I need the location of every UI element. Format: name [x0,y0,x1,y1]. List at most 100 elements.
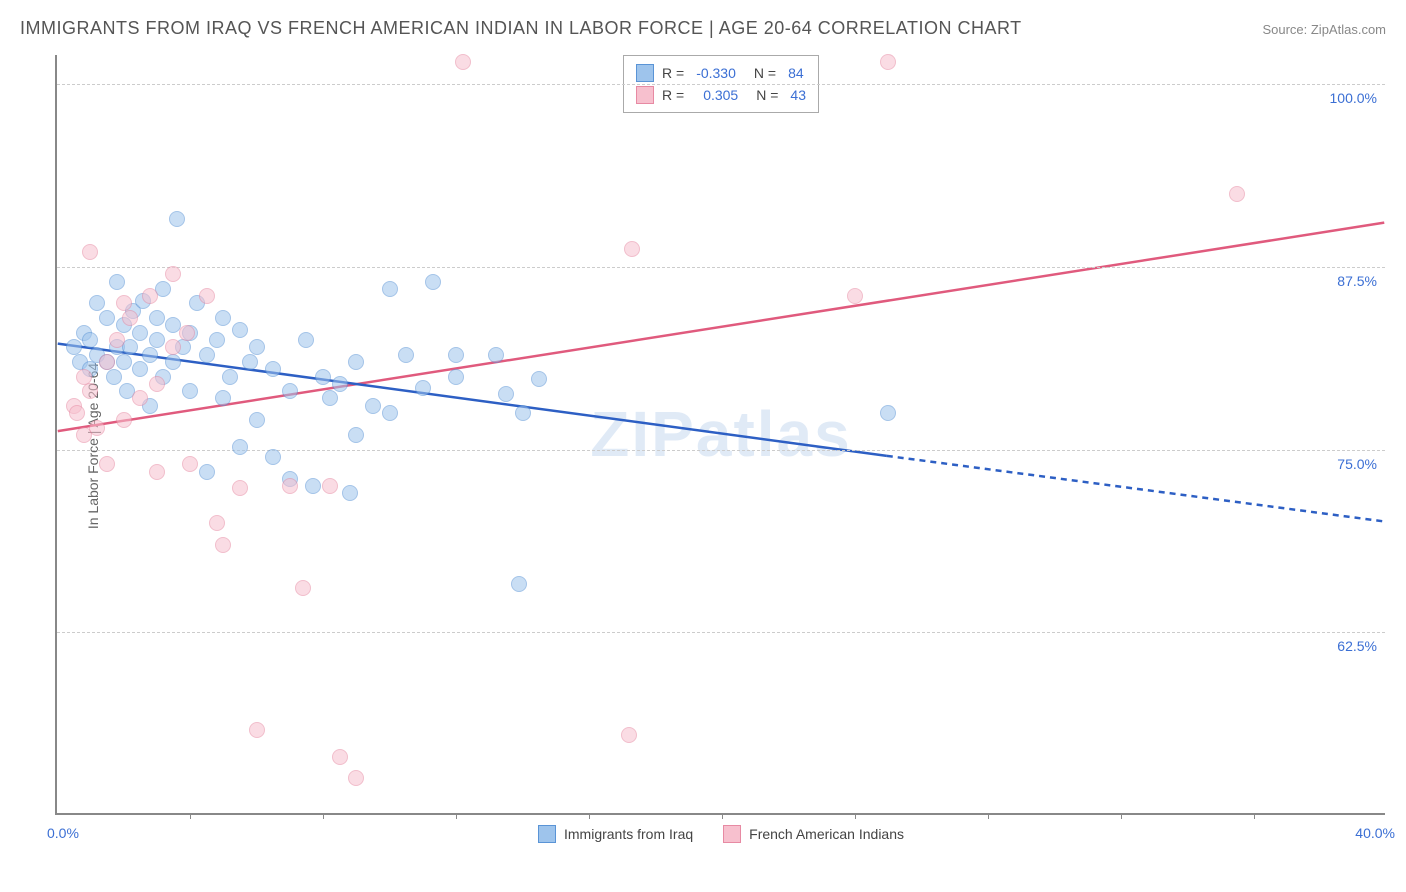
scatter-point [66,339,82,355]
scatter-point [89,295,105,311]
scatter-point [332,749,348,765]
scatter-point [621,727,637,743]
scatter-point [295,580,311,596]
scatter-point [149,310,165,326]
y-tick-label: 75.0% [1337,456,1377,472]
scatter-point [880,405,896,421]
scatter-point [348,770,364,786]
scatter-point [169,211,185,227]
scatter-point [122,310,138,326]
series-legend: Immigrants from Iraq French American Ind… [538,825,904,843]
scatter-point [82,383,98,399]
scatter-point [99,456,115,472]
scatter-point [109,332,125,348]
legend-item-blue: Immigrants from Iraq [538,825,693,843]
scatter-point [348,427,364,443]
scatter-point [332,376,348,392]
scatter-point [89,420,105,436]
scatter-point [142,347,158,363]
scatter-point [149,464,165,480]
x-axis-max-label: 40.0% [1355,825,1395,841]
scatter-point [515,405,531,421]
scatter-point [116,354,132,370]
scatter-point [498,386,514,402]
legend-n-value: 43 [790,87,806,103]
chart-title: IMMIGRANTS FROM IRAQ VS FRENCH AMERICAN … [20,18,1022,39]
scatter-point [99,310,115,326]
scatter-point [209,332,225,348]
scatter-point [847,288,863,304]
scatter-point [531,371,547,387]
scatter-point [215,390,231,406]
scatter-point [624,241,640,257]
scatter-point [116,412,132,428]
gridline-h [57,267,1385,268]
scatter-point [305,478,321,494]
scatter-point [222,369,238,385]
swatch-icon [636,86,654,104]
scatter-point [282,478,298,494]
x-tick [855,813,856,819]
scatter-point [382,405,398,421]
x-tick [456,813,457,819]
scatter-point [298,332,314,348]
x-tick [190,813,191,819]
scatter-point [322,478,338,494]
scatter-point [232,480,248,496]
scatter-point [315,369,331,385]
scatter-point [448,369,464,385]
gridline-h [57,450,1385,451]
scatter-point [149,332,165,348]
scatter-point [265,361,281,377]
x-tick [589,813,590,819]
scatter-point [242,354,258,370]
legend-r-label: R = [662,65,684,81]
x-tick [1254,813,1255,819]
scatter-point [69,405,85,421]
y-tick-label: 87.5% [1337,273,1377,289]
scatter-point [511,576,527,592]
gridline-h [57,632,1385,633]
scatter-point [232,439,248,455]
swatch-icon [723,825,741,843]
scatter-point [76,369,92,385]
scatter-point [182,456,198,472]
scatter-point [132,325,148,341]
scatter-point [82,332,98,348]
swatch-icon [538,825,556,843]
scatter-point [209,515,225,531]
y-tick-label: 62.5% [1337,638,1377,654]
scatter-point [99,354,115,370]
legend-label: French American Indians [749,826,904,842]
scatter-point [455,54,471,70]
scatter-point [199,347,215,363]
legend-row-blue: R = -0.330 N = 84 [636,62,806,84]
scatter-point [142,288,158,304]
scatter-point [182,383,198,399]
legend-r-value: 0.305 [703,87,738,103]
scatter-point [199,464,215,480]
x-tick [323,813,324,819]
y-tick-label: 100.0% [1330,90,1377,106]
scatter-point [82,244,98,260]
legend-r-value: -0.330 [696,65,736,81]
legend-item-pink: French American Indians [723,825,904,843]
scatter-point [199,288,215,304]
chart-plot-area: ZIPatlas R = -0.330 N = 84 R = 0.305 N =… [55,55,1385,815]
legend-row-pink: R = 0.305 N = 43 [636,84,806,106]
legend-r-label: R = [662,87,684,103]
x-tick [722,813,723,819]
x-axis-min-label: 0.0% [47,825,79,841]
scatter-point [348,354,364,370]
scatter-point [282,383,298,399]
scatter-point [382,281,398,297]
scatter-point [322,390,338,406]
scatter-point [365,398,381,414]
scatter-point [249,722,265,738]
scatter-point [179,325,195,341]
scatter-point [425,274,441,290]
scatter-point [342,485,358,501]
legend-label: Immigrants from Iraq [564,826,693,842]
scatter-point [165,339,181,355]
scatter-point [132,390,148,406]
